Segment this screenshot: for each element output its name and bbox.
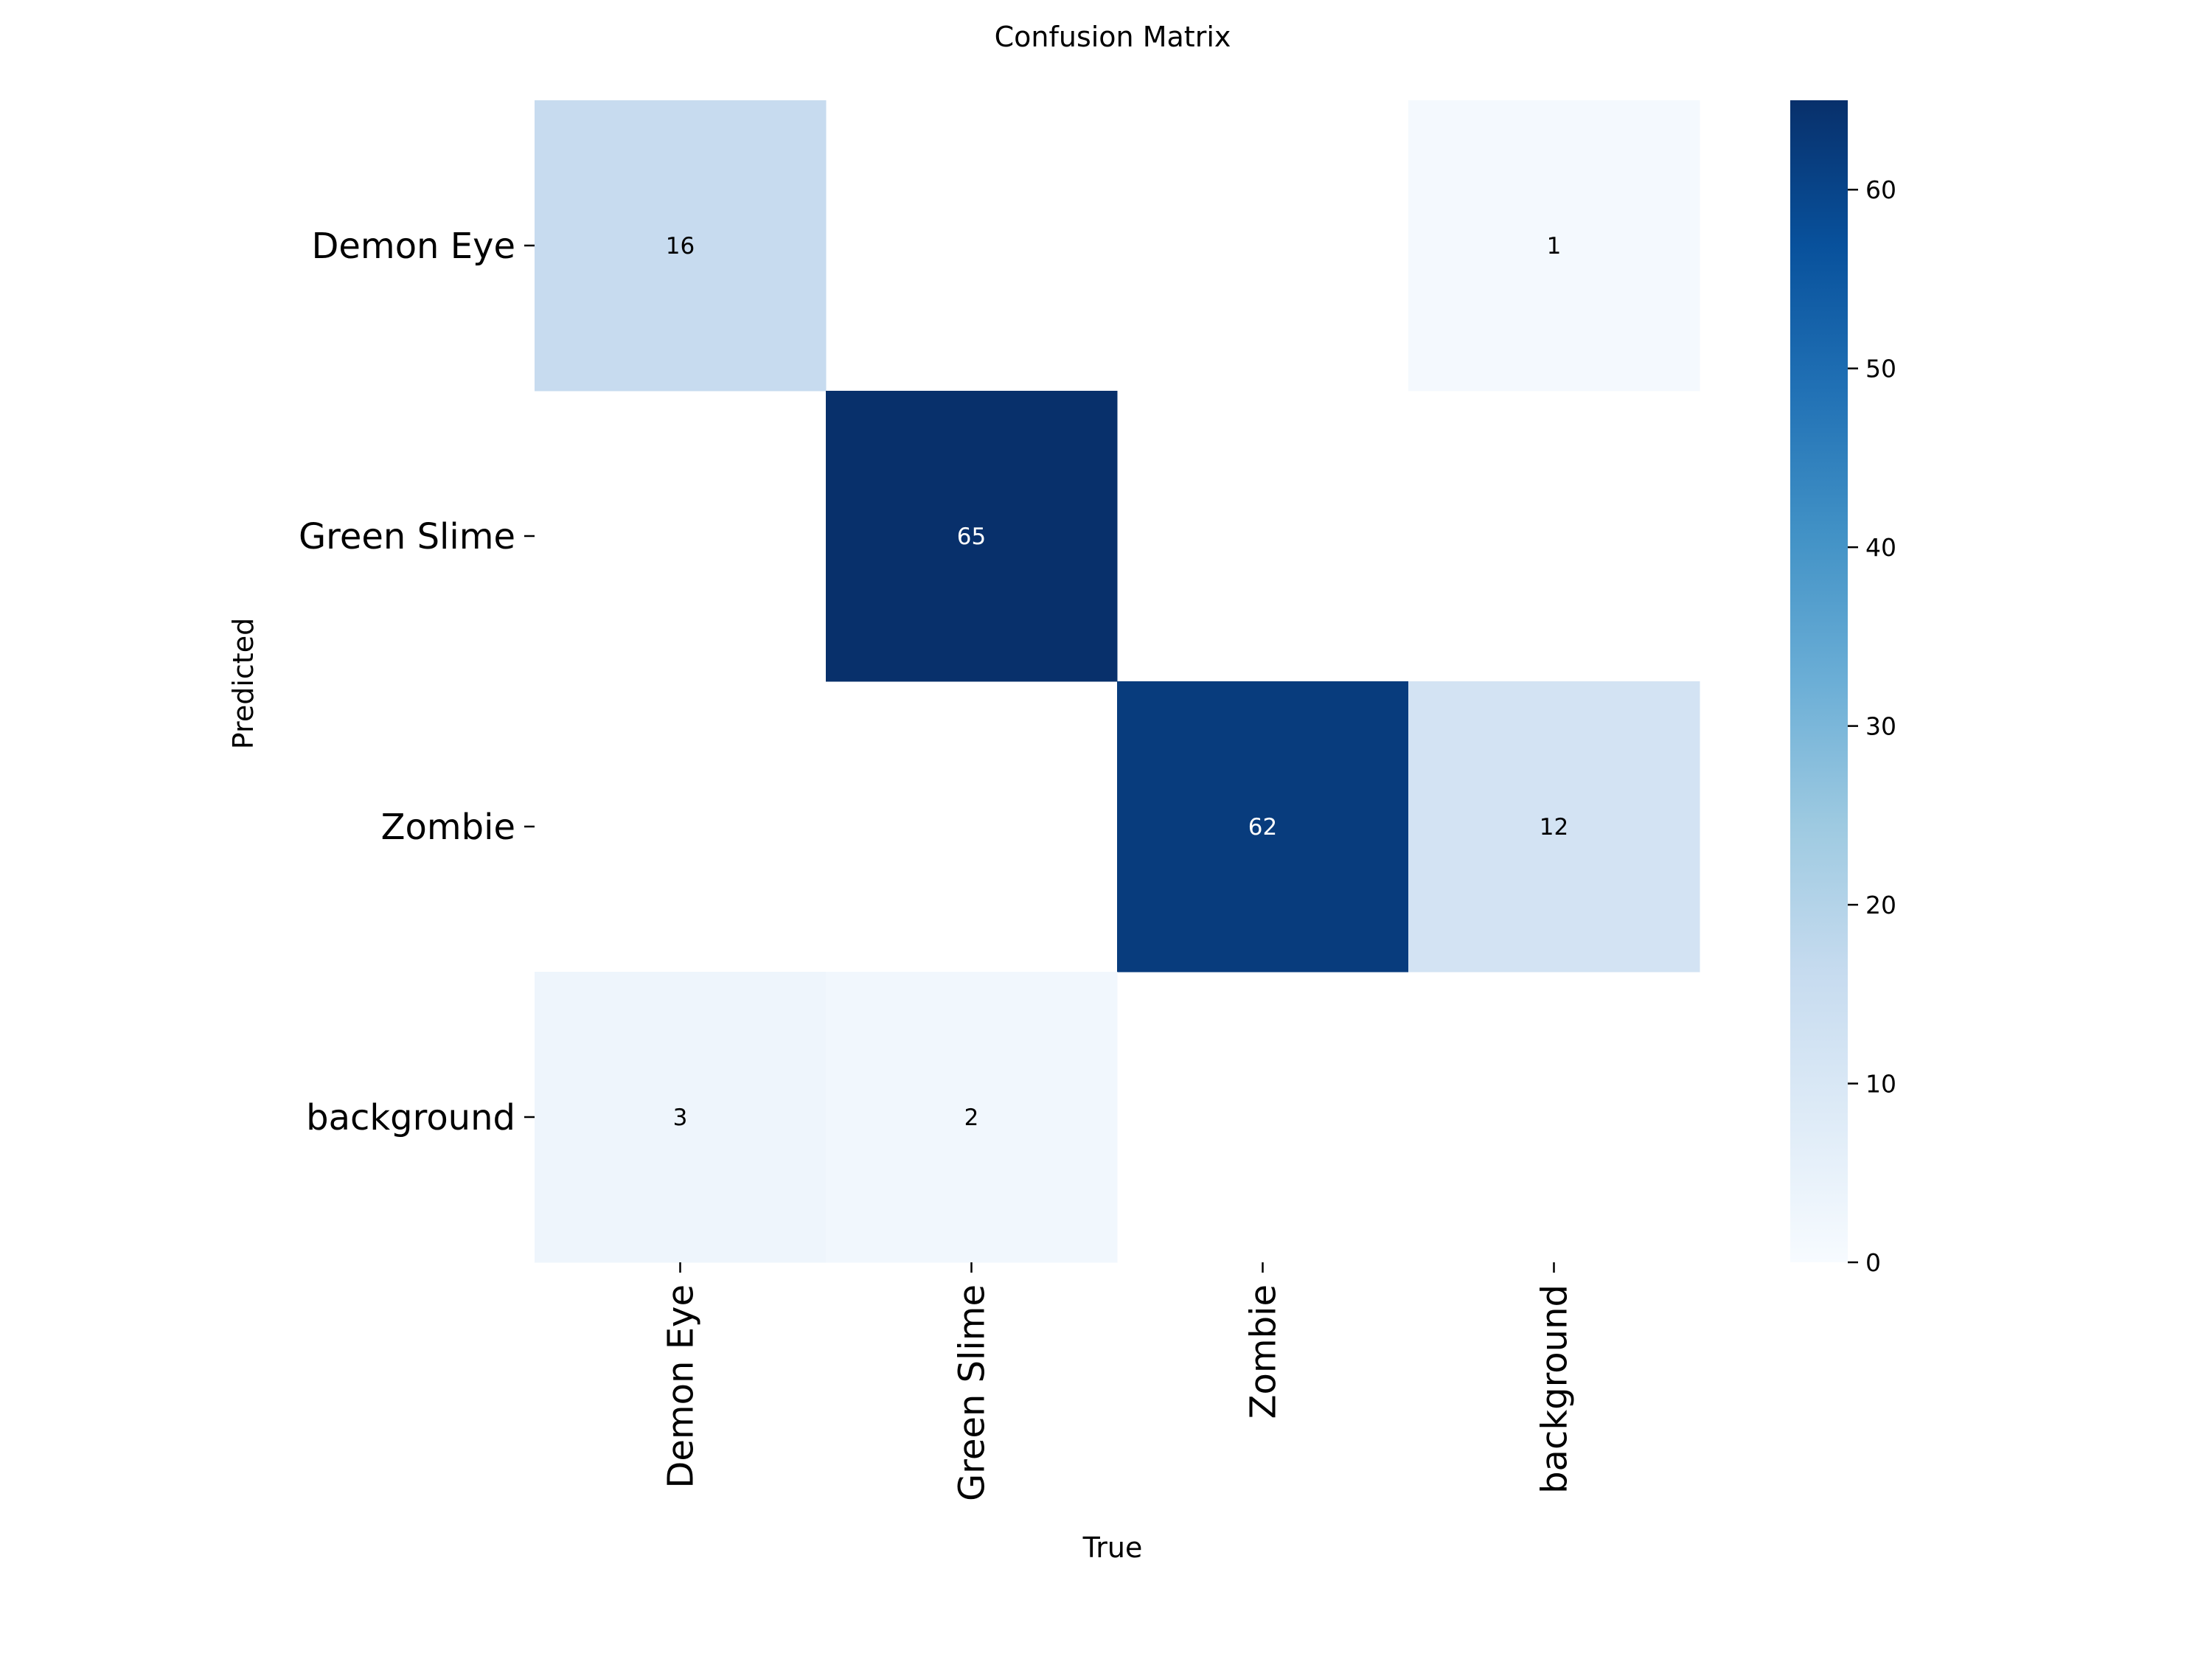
colorbar-tick-label: 50 (1865, 355, 1896, 383)
cell-value-label: 16 (666, 233, 695, 260)
colorbar-tick-label: 10 (1865, 1070, 1896, 1099)
colorbar-tick-label: 20 (1865, 891, 1896, 919)
heatmap-cell (535, 100, 827, 392)
y-tick-label: Zombie (381, 807, 515, 848)
colorbar-tick-label: 40 (1865, 533, 1896, 562)
y-tick-label: background (306, 1097, 515, 1138)
cell-value-label: 1 (1547, 233, 1562, 260)
chart-title: Confusion Matrix (995, 21, 1231, 53)
colorbar-tick-label: 60 (1865, 175, 1896, 204)
colorbar: 0 10 20 30 40 50 60 (1790, 100, 1896, 1277)
heatmap-cell (535, 972, 827, 1263)
x-tick-label: background (1534, 1284, 1576, 1494)
heatmap-cell-labels: 16 1 65 62 12 3 2 (666, 233, 1568, 1131)
x-tick-label: Green Slime (952, 1284, 993, 1501)
cell-value-label: 62 (1248, 814, 1277, 841)
cell-value-label: 65 (957, 524, 986, 550)
y-tick-label: Green Slime (299, 516, 515, 557)
y-axis-label: Predicted (227, 618, 260, 749)
colorbar-tick-label: 0 (1865, 1248, 1881, 1277)
cell-value-label: 3 (673, 1105, 688, 1131)
heatmap-cells (535, 100, 1700, 1263)
y-tick-label: Demon Eye (311, 226, 515, 267)
y-axis: Demon Eye Green Slime Zombie background (299, 226, 535, 1138)
cell-value-label: 2 (964, 1105, 979, 1131)
heatmap-cell (1117, 681, 1409, 973)
heatmap-cell (1408, 681, 1700, 973)
colorbar-gradient (1790, 100, 1848, 1262)
heatmap-cell (826, 391, 1118, 682)
x-axis: Demon Eye Green Slime Zombie background (661, 1262, 1576, 1501)
x-tick-label: Demon Eye (661, 1284, 702, 1489)
heatmap-cell (1408, 100, 1700, 392)
heatmap-cell (826, 972, 1118, 1263)
x-axis-label: True (1082, 1531, 1143, 1564)
cell-value-label: 12 (1540, 814, 1568, 841)
x-tick-label: Zombie (1243, 1284, 1284, 1419)
colorbar-tick-label: 30 (1865, 712, 1896, 741)
